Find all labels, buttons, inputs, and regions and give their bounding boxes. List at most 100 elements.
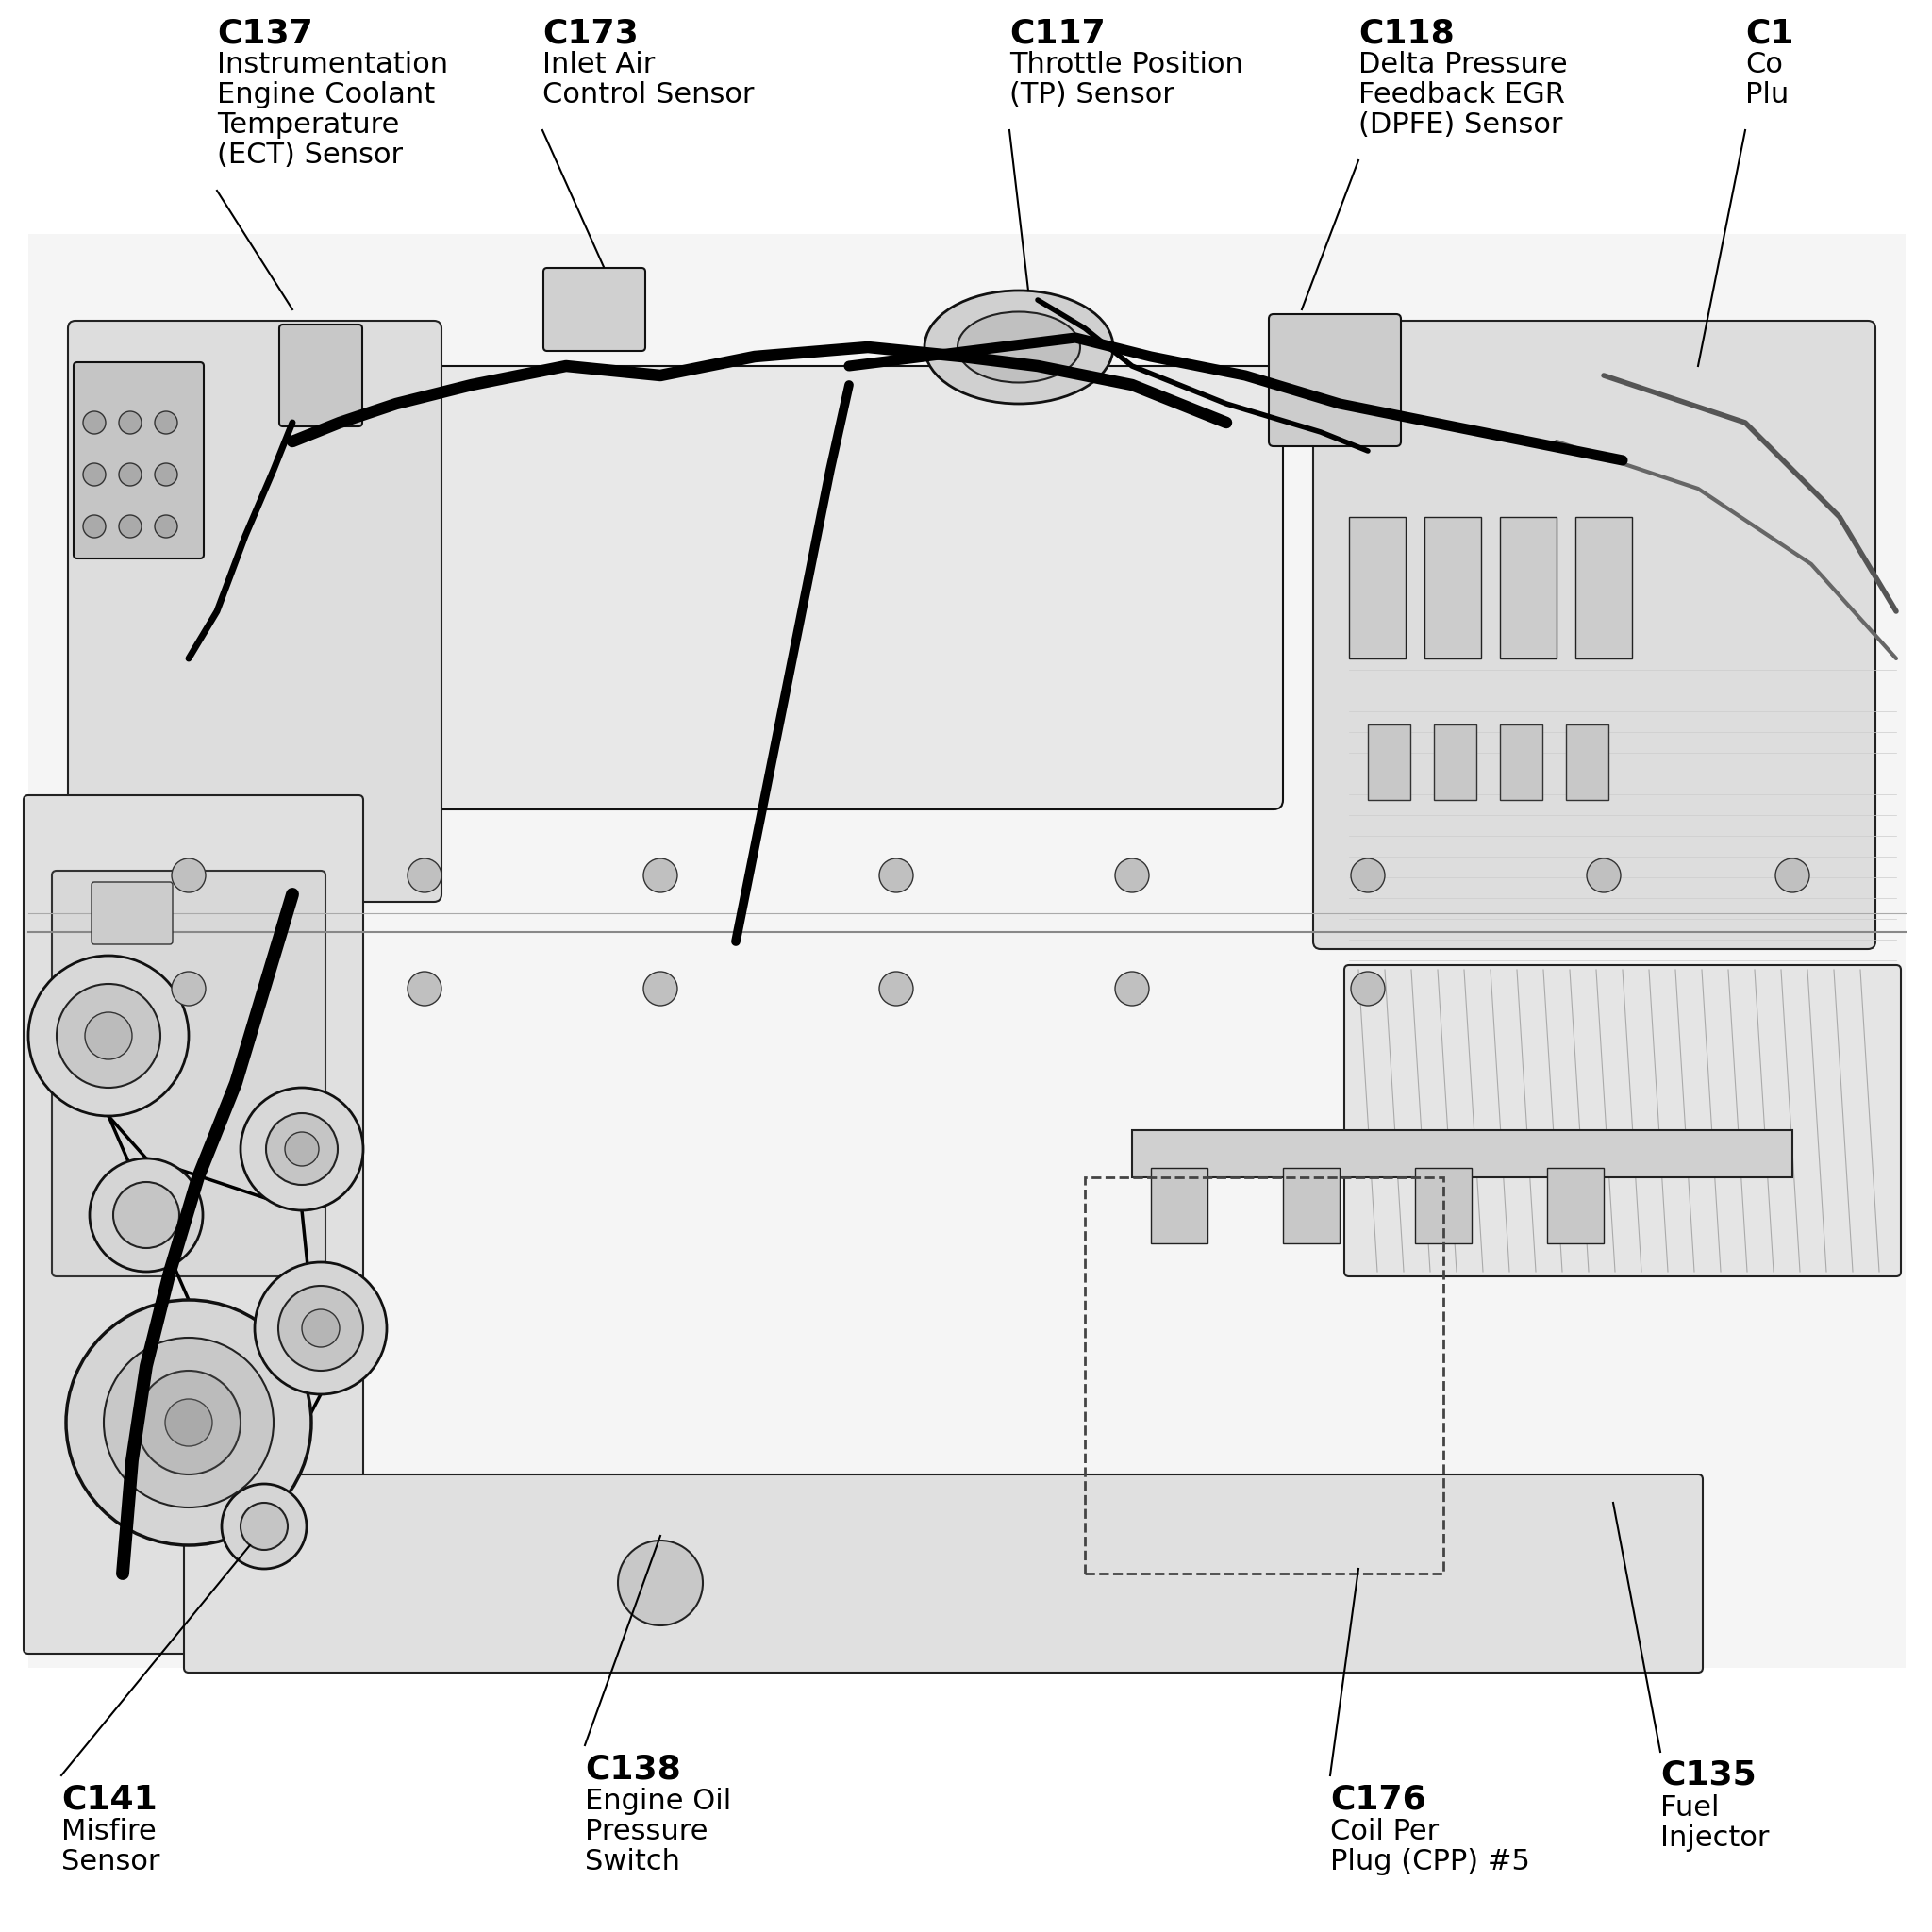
Circle shape [242,1503,288,1549]
Circle shape [164,1399,213,1447]
Circle shape [643,858,678,893]
Bar [1499,518,1557,659]
FancyBboxPatch shape [73,363,203,558]
Circle shape [85,1012,131,1059]
FancyBboxPatch shape [184,1474,1702,1673]
Bar [1151,1167,1208,1244]
Circle shape [1115,972,1150,1007]
Bar [1424,518,1482,659]
Text: C176: C176 [1329,1783,1426,1814]
Text: (TP) Sensor: (TP) Sensor [1009,81,1175,108]
FancyBboxPatch shape [280,325,363,427]
FancyBboxPatch shape [23,796,363,1654]
Circle shape [284,1132,319,1167]
Text: C138: C138 [585,1752,680,1785]
Text: Control Sensor: Control Sensor [543,81,753,108]
Text: Delta Pressure: Delta Pressure [1358,50,1567,79]
Text: C1: C1 [1745,17,1793,48]
Text: Switch: Switch [585,1849,680,1876]
Ellipse shape [925,290,1113,404]
FancyBboxPatch shape [1269,315,1401,446]
Circle shape [1115,858,1150,893]
Bar [1548,1167,1604,1244]
Bar [1414,1167,1472,1244]
Text: Throttle Position: Throttle Position [1009,50,1242,79]
Bar [1567,724,1609,800]
Circle shape [879,972,914,1007]
Circle shape [66,1300,311,1546]
Circle shape [172,858,205,893]
Bar [1349,518,1406,659]
Circle shape [29,956,189,1117]
FancyBboxPatch shape [52,871,325,1277]
Bar [1575,518,1633,659]
Text: Feedback EGR: Feedback EGR [1358,81,1565,108]
Circle shape [1350,858,1385,893]
Text: C141: C141 [62,1783,156,1814]
Bar [1499,724,1542,800]
Circle shape [1586,858,1621,893]
Circle shape [1776,858,1810,893]
Bar [1368,724,1410,800]
Circle shape [408,858,442,893]
Circle shape [114,1182,180,1248]
Text: Plu: Plu [1745,81,1789,108]
Text: C173: C173 [543,17,638,48]
Circle shape [120,464,141,485]
Circle shape [278,1287,363,1370]
Text: Misfire: Misfire [62,1818,156,1845]
Text: Co: Co [1745,50,1783,79]
Circle shape [120,516,141,537]
Text: Instrumentation: Instrumentation [216,50,448,79]
Text: C117: C117 [1009,17,1105,48]
Circle shape [137,1370,242,1474]
Bar [1283,1167,1339,1244]
Bar [29,234,1905,1667]
Text: C118: C118 [1358,17,1455,48]
Bar [1434,724,1476,800]
Circle shape [56,983,160,1088]
Circle shape [618,1540,703,1625]
Text: Engine Coolant: Engine Coolant [216,81,435,108]
Text: Fuel: Fuel [1660,1795,1719,1822]
FancyBboxPatch shape [321,365,1283,810]
Circle shape [1350,972,1385,1007]
Circle shape [267,1113,338,1184]
Circle shape [408,972,442,1007]
Circle shape [104,1337,274,1507]
Circle shape [89,1159,203,1271]
Text: Plug (CPP) #5: Plug (CPP) #5 [1329,1849,1530,1876]
Text: Temperature: Temperature [216,112,400,139]
Ellipse shape [958,311,1080,383]
Text: Inlet Air: Inlet Air [543,50,655,79]
Text: C135: C135 [1660,1760,1756,1791]
Circle shape [301,1310,340,1347]
FancyBboxPatch shape [91,883,172,945]
FancyBboxPatch shape [1314,321,1876,949]
Text: Engine Oil: Engine Oil [585,1787,732,1814]
Bar [1086,1177,1443,1573]
Circle shape [155,464,178,485]
FancyBboxPatch shape [68,321,442,902]
Circle shape [83,516,106,537]
Circle shape [120,412,141,435]
Circle shape [155,412,178,435]
Circle shape [879,858,914,893]
Text: C137: C137 [216,17,313,48]
FancyBboxPatch shape [543,269,645,352]
Text: (ECT) Sensor: (ECT) Sensor [216,141,404,168]
Text: (DPFE) Sensor: (DPFE) Sensor [1358,112,1563,139]
Circle shape [643,972,678,1007]
FancyBboxPatch shape [1345,966,1901,1277]
Circle shape [155,516,178,537]
Circle shape [83,464,106,485]
Circle shape [172,972,205,1007]
Circle shape [83,412,106,435]
Circle shape [242,1088,363,1209]
Text: Sensor: Sensor [62,1849,160,1876]
Text: Coil Per: Coil Per [1329,1818,1439,1845]
Circle shape [255,1262,386,1395]
Bar [1132,1130,1793,1177]
Text: Injector: Injector [1660,1824,1770,1851]
Circle shape [222,1484,307,1569]
